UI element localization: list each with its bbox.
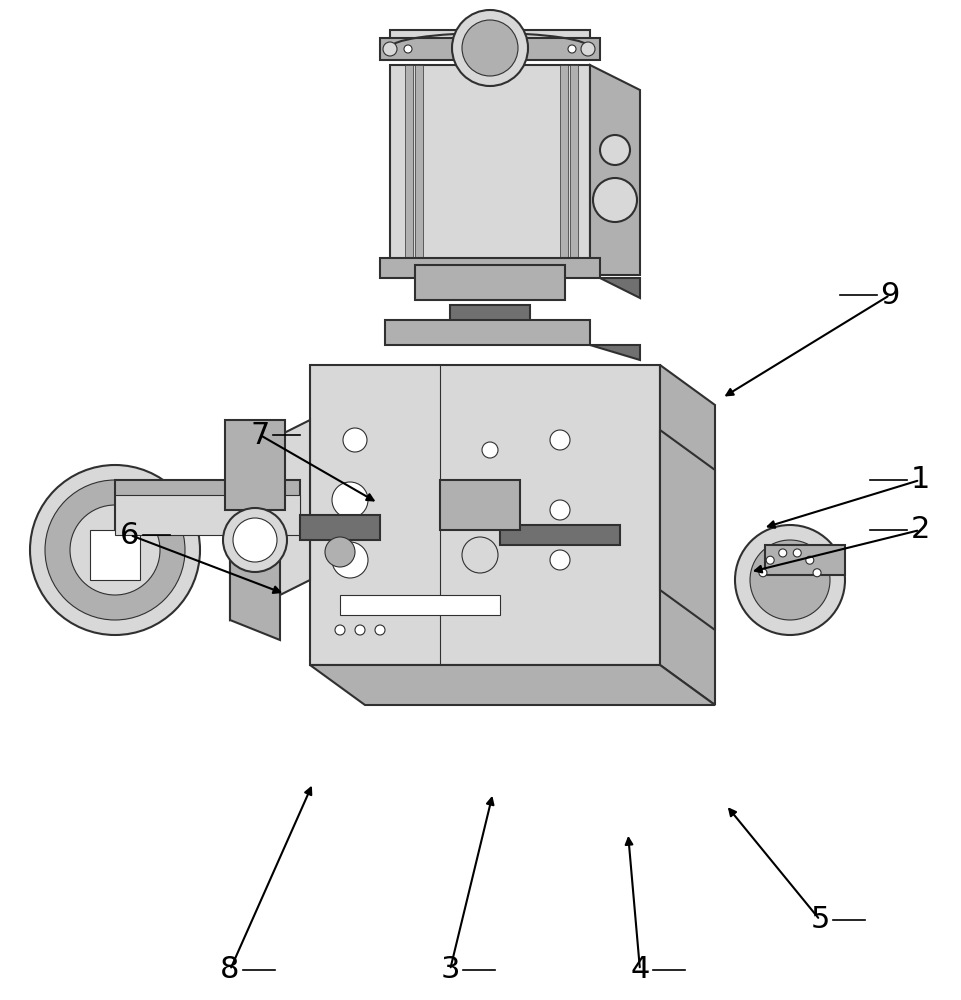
Circle shape: [550, 500, 570, 520]
Text: 1: 1: [909, 466, 928, 494]
Bar: [115, 495, 300, 535]
Bar: [414, 265, 564, 300]
Circle shape: [461, 20, 517, 76]
Circle shape: [793, 549, 801, 557]
Circle shape: [750, 540, 829, 620]
Bar: [389, 65, 589, 275]
Text: 5: 5: [809, 906, 828, 934]
Text: 6: 6: [120, 520, 139, 550]
Circle shape: [758, 569, 766, 577]
Bar: [300, 515, 380, 540]
Bar: [500, 525, 619, 545]
Circle shape: [332, 482, 368, 518]
Circle shape: [343, 428, 366, 452]
Circle shape: [375, 625, 384, 635]
Text: 9: 9: [879, 280, 899, 310]
Circle shape: [355, 625, 364, 635]
Circle shape: [404, 45, 411, 53]
Text: 3: 3: [440, 956, 459, 984]
Circle shape: [805, 556, 813, 564]
Circle shape: [70, 505, 160, 595]
Circle shape: [325, 537, 355, 567]
Bar: [389, 30, 589, 48]
Circle shape: [45, 480, 185, 620]
Circle shape: [550, 550, 570, 570]
Bar: [559, 65, 567, 275]
Bar: [115, 480, 300, 530]
Polygon shape: [230, 460, 280, 640]
Circle shape: [812, 569, 820, 577]
Bar: [380, 258, 600, 278]
Text: 7: 7: [250, 420, 269, 450]
Bar: [570, 65, 578, 275]
Bar: [380, 38, 600, 60]
Circle shape: [30, 465, 200, 635]
Circle shape: [550, 430, 570, 450]
Bar: [339, 595, 500, 615]
Circle shape: [382, 42, 397, 56]
Circle shape: [334, 625, 345, 635]
Bar: [414, 65, 423, 275]
Text: 2: 2: [909, 516, 928, 544]
Circle shape: [765, 556, 774, 564]
Circle shape: [481, 442, 498, 458]
Polygon shape: [659, 430, 714, 630]
Circle shape: [332, 542, 368, 578]
Bar: [90, 530, 140, 580]
Bar: [384, 320, 589, 345]
Circle shape: [452, 10, 528, 86]
Polygon shape: [600, 278, 639, 298]
Text: 8: 8: [220, 956, 239, 984]
Polygon shape: [589, 345, 639, 360]
Circle shape: [233, 518, 277, 562]
Circle shape: [734, 525, 844, 635]
Circle shape: [223, 508, 286, 572]
Circle shape: [461, 537, 498, 573]
Bar: [309, 365, 659, 665]
Bar: [764, 545, 844, 575]
Circle shape: [600, 135, 629, 165]
Circle shape: [481, 502, 498, 518]
Circle shape: [778, 549, 786, 557]
Polygon shape: [230, 420, 309, 620]
Polygon shape: [589, 65, 639, 275]
Circle shape: [567, 45, 576, 53]
Bar: [225, 420, 284, 510]
Bar: [439, 480, 520, 530]
Polygon shape: [309, 665, 714, 705]
Text: 4: 4: [629, 956, 649, 984]
Circle shape: [592, 178, 636, 222]
Circle shape: [580, 42, 595, 56]
Bar: [405, 65, 412, 275]
Bar: [450, 305, 530, 335]
Polygon shape: [659, 365, 714, 705]
